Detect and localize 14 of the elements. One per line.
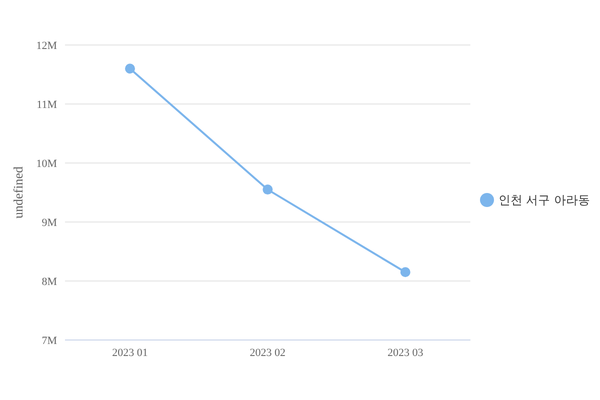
y-tick-label: 7M: [42, 334, 58, 347]
y-tick-label: 9M: [42, 216, 58, 229]
y-tick-label: 12M: [36, 40, 58, 52]
x-tick-label: 2023 03: [387, 346, 424, 359]
y-tick-label: 10M: [36, 158, 58, 170]
y-axis-title: undefined: [10, 166, 26, 218]
x-tick-label: 2023 02: [250, 346, 286, 359]
point: [400, 267, 410, 278]
point: [262, 184, 273, 195]
y-tick-label: 8M: [42, 276, 58, 288]
x-tick-label: 2023 01: [112, 346, 148, 359]
point: [125, 64, 135, 74]
y-tick-label: 11M: [36, 98, 58, 111]
legend-label: 인천 서구 아라동: [498, 192, 590, 206]
